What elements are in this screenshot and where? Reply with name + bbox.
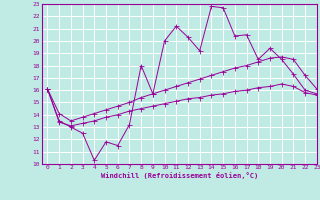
X-axis label: Windchill (Refroidissement éolien,°C): Windchill (Refroidissement éolien,°C)	[100, 172, 258, 179]
